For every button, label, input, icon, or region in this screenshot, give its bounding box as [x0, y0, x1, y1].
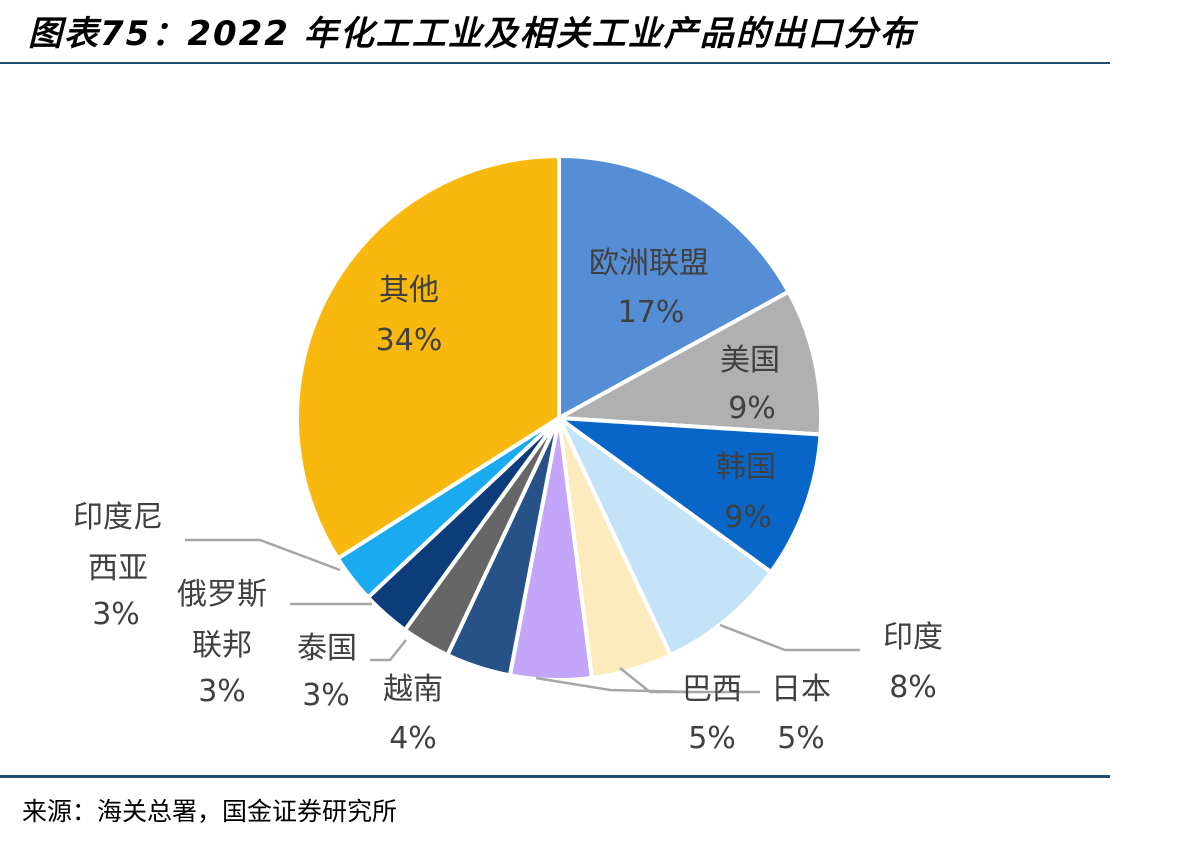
slice-9-name-label-1: 印度尼: [73, 500, 163, 535]
slice-10-wedge: [295, 154, 561, 561]
slice-2-percent-label: 9%: [724, 500, 772, 535]
leader-lines: [185, 538, 860, 694]
slice-3-name-label: 印度: [883, 620, 943, 655]
slice-0-percent-label: 17%: [618, 295, 685, 330]
slice-1-percent-label: 9%: [728, 391, 776, 426]
title-divider: [0, 62, 1110, 64]
source-note: 来源：海关总署，国金证券研究所: [22, 797, 398, 826]
footer-divider: [0, 775, 1110, 778]
slice-9-percent-label: 3%: [92, 597, 140, 632]
pie-slices: [295, 154, 823, 682]
chart-title: 图表75：2022 年化工工业及相关工业产品的出口分布: [28, 14, 916, 54]
slice-0-name-label: 欧洲联盟: [589, 246, 709, 281]
slice-3-percent-label: 8%: [889, 670, 937, 705]
slice-7-leader-line: [370, 639, 407, 662]
slice-2-name-label: 韩国: [716, 450, 776, 485]
slice-5-percent-label: 5%: [688, 721, 736, 756]
slice-3-wedge: [557, 416, 773, 658]
slice-7-percent-label: 3%: [302, 678, 350, 713]
slice-6-percent-label: 4%: [389, 721, 437, 756]
slice-8-name-label-1: 俄罗斯: [177, 577, 267, 612]
slice-8-percent-label: 3%: [198, 674, 246, 709]
slice-10-percent-label: 34%: [376, 323, 443, 358]
slice-1-name-label: 美国: [720, 343, 780, 378]
slice-8-name-label-2: 联邦: [192, 628, 252, 663]
slice-4-percent-label: 5%: [777, 721, 825, 756]
slice-labels: 欧洲联盟 17% 美国 9% 韩国 9% 印度 8% 日本 5% 巴西 5% 越南 4% 泰国 3% 俄罗斯联邦…: [73, 246, 943, 756]
slice-4-name-label: 日本: [771, 672, 831, 707]
slice-9-name-label-2: 西亚: [88, 551, 148, 586]
slice-6-name-label: 越南: [383, 672, 443, 707]
slice-7-name-label: 泰国: [297, 631, 357, 666]
slice-0-wedge: [557, 154, 791, 420]
slice-5-name-label: 巴西: [682, 672, 742, 707]
slice-9-leader-line: [185, 538, 341, 572]
slice-3-leader-line: [719, 623, 860, 652]
slice-5-leader-line: [535, 676, 691, 694]
slice-1-wedge: [557, 289, 823, 437]
slice-2-wedge: [557, 416, 823, 574]
slice-10-name-label: 其他: [379, 273, 439, 308]
